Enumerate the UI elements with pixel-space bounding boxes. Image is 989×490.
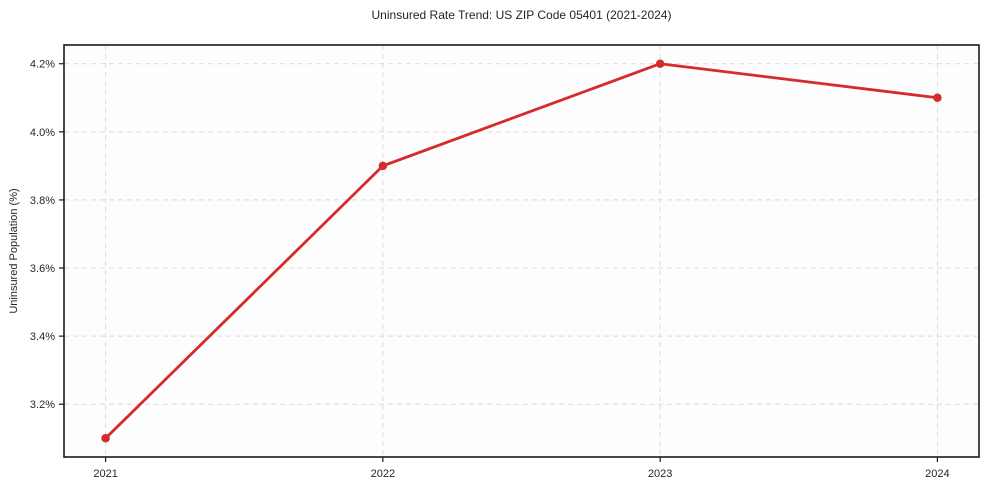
chart-title: Uninsured Rate Trend: US ZIP Code 05401 …: [371, 8, 672, 22]
x-tick-label: 2023: [648, 468, 672, 480]
plot-background: [64, 45, 979, 457]
x-tick-label: 2021: [93, 468, 117, 480]
data-point: [933, 93, 942, 103]
y-tick-label: 3.4%: [30, 331, 55, 343]
y-tick-label: 3.8%: [30, 195, 55, 207]
data-point: [378, 161, 388, 171]
trend-line: [104, 62, 939, 440]
y-tick-label: 4.2%: [30, 59, 55, 71]
y-tick-label: 3.2%: [30, 399, 55, 411]
y-tick-label: 4.0%: [30, 127, 55, 139]
y-tick-label: 3.6%: [30, 263, 55, 275]
data-point: [655, 59, 665, 68]
x-tick-label: 2022: [371, 468, 395, 480]
x-tick-label: 2024: [925, 468, 949, 480]
data-point: [101, 434, 110, 443]
plot-border: [63, 44, 980, 458]
